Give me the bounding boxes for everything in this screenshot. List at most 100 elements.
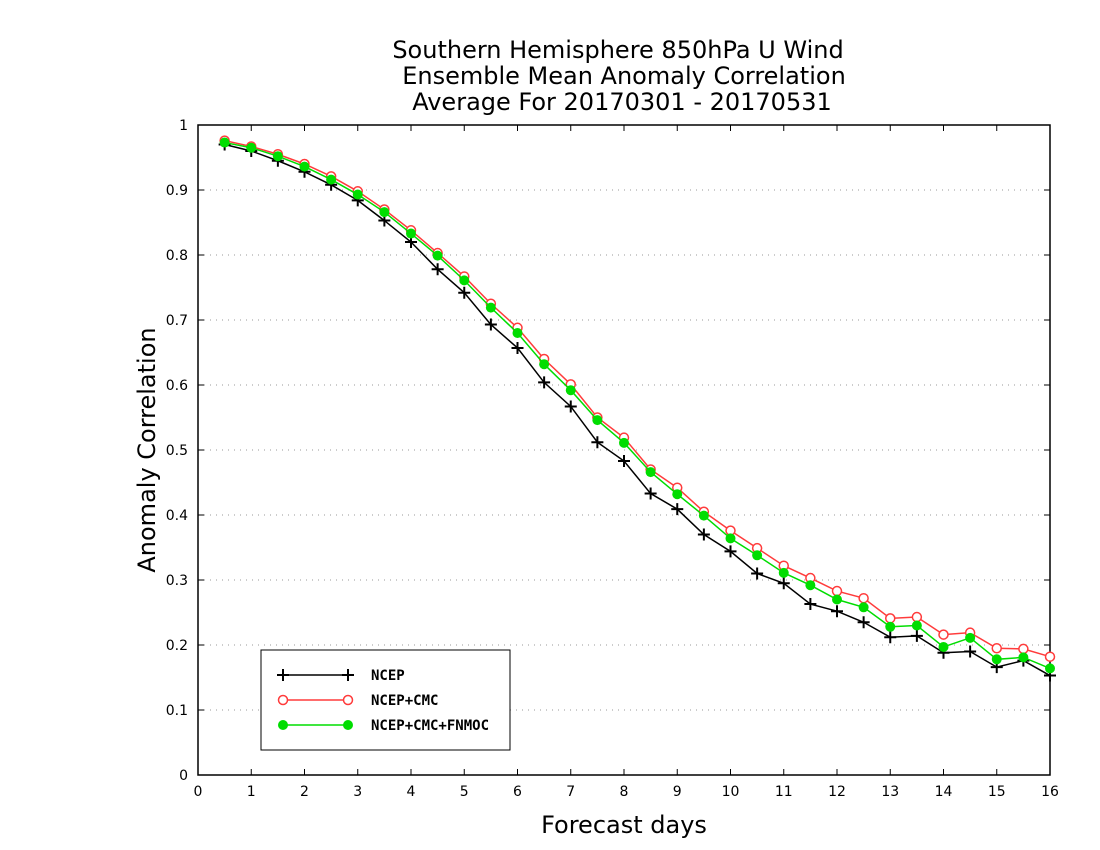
data-point <box>272 151 283 162</box>
data-point <box>512 328 523 338</box>
y-tick-label: 0 <box>179 768 188 784</box>
y-tick-label: 0.1 <box>166 703 188 719</box>
y-tick-label: 1 <box>179 118 188 134</box>
data-point <box>857 616 870 629</box>
data-point <box>459 275 470 286</box>
data-point <box>1018 652 1029 663</box>
legend: NCEP NCEP+CMC NCEP+CMC+FNMOC <box>260 649 511 751</box>
chart-title-line-1: Southern Hemisphere 850hPa U Wind <box>392 36 843 64</box>
data-point <box>911 611 923 623</box>
data-point <box>246 142 257 153</box>
data-point <box>911 620 922 631</box>
data-point <box>326 174 337 185</box>
data-point <box>752 550 763 561</box>
data-point <box>831 585 843 597</box>
data-point <box>672 489 683 500</box>
data-point <box>804 598 817 611</box>
data-point <box>777 577 790 590</box>
x-tick-label: 1 <box>247 784 256 800</box>
x-tick-label: 12 <box>828 784 846 800</box>
data-point <box>938 629 949 640</box>
data-point <box>432 250 443 261</box>
legend-label: NCEP <box>371 668 405 684</box>
data-point <box>832 594 842 605</box>
data-point <box>645 467 656 478</box>
data-point <box>484 318 497 331</box>
y-tick-label: 0.9 <box>166 183 188 199</box>
data-point <box>885 613 896 624</box>
series-line <box>224 139 1051 658</box>
legend-label: NCEP+CMC <box>371 693 438 709</box>
legend-marker <box>277 669 289 681</box>
data-point <box>778 567 789 578</box>
data-point <box>991 654 1002 665</box>
x-tick-label: 7 <box>566 784 575 800</box>
x-tick-label: 10 <box>722 784 740 800</box>
legend-marker <box>278 720 288 730</box>
x-tick-label: 0 <box>194 784 203 800</box>
data-point <box>511 341 524 354</box>
data-point <box>831 605 843 618</box>
grid <box>198 189 1050 711</box>
y-tick-label: 0.4 <box>166 508 188 524</box>
y-axis-title: Anomaly Correlation <box>133 327 161 572</box>
data-point <box>697 528 710 541</box>
data-point <box>619 437 629 448</box>
x-tick-label: 15 <box>988 784 1006 800</box>
y-tick-label: 0.5 <box>166 443 188 459</box>
data-point <box>564 400 577 413</box>
series-line <box>224 143 1051 677</box>
data-point <box>618 455 630 468</box>
x-tick-label: 14 <box>935 784 953 800</box>
legend-label: NCEP+CMC+FNMOC <box>371 718 489 734</box>
data-point <box>352 189 363 200</box>
data-point <box>458 286 471 299</box>
legend-marker <box>342 694 354 706</box>
data-point <box>671 503 684 516</box>
data-point <box>805 580 816 591</box>
x-tick-label: 9 <box>673 784 682 800</box>
x-tick-label: 2 <box>300 784 309 800</box>
series-2 <box>219 137 1055 674</box>
x-tick-label: 5 <box>460 784 469 800</box>
data-point <box>1044 651 1056 662</box>
x-tick-label: 16 <box>1041 784 1059 800</box>
data-point <box>299 161 310 172</box>
data-point <box>1045 663 1055 674</box>
data-point <box>858 602 869 613</box>
data-point <box>485 302 496 313</box>
data-point <box>751 567 764 580</box>
data-point <box>1018 643 1029 655</box>
data-point <box>725 533 736 544</box>
data-point <box>219 137 230 148</box>
y-tick-label: 0.2 <box>166 638 188 654</box>
y-tick-label: 0.6 <box>166 378 188 394</box>
data-point <box>884 631 897 644</box>
data-point <box>591 436 604 449</box>
data-point <box>644 487 657 500</box>
legend-marker <box>342 669 354 681</box>
data-point <box>885 621 896 632</box>
data-point <box>406 228 416 239</box>
data-point <box>379 207 390 218</box>
data-point <box>965 632 976 643</box>
data-point <box>431 263 444 276</box>
data-point <box>938 641 949 652</box>
x-tick-label: 8 <box>620 784 629 800</box>
legend-marker <box>277 694 289 706</box>
data-point <box>910 629 923 642</box>
series-1 <box>219 135 1056 662</box>
y-tick-label: 0.3 <box>166 573 188 589</box>
chart-title-line-3: Average For 20170301 - 20170531 <box>412 88 832 116</box>
chart-title-line-2: Ensemble Mean Anomaly Correlation <box>402 62 846 90</box>
x-tick-label: 3 <box>353 784 362 800</box>
data-point <box>964 645 977 658</box>
data-point <box>991 643 1002 654</box>
legend-marker <box>343 720 353 730</box>
y-tick-label: 0.8 <box>166 248 188 264</box>
series-line <box>224 141 1051 670</box>
data-point <box>565 385 576 396</box>
x-tick-label: 13 <box>881 784 899 800</box>
data-point <box>698 510 709 521</box>
